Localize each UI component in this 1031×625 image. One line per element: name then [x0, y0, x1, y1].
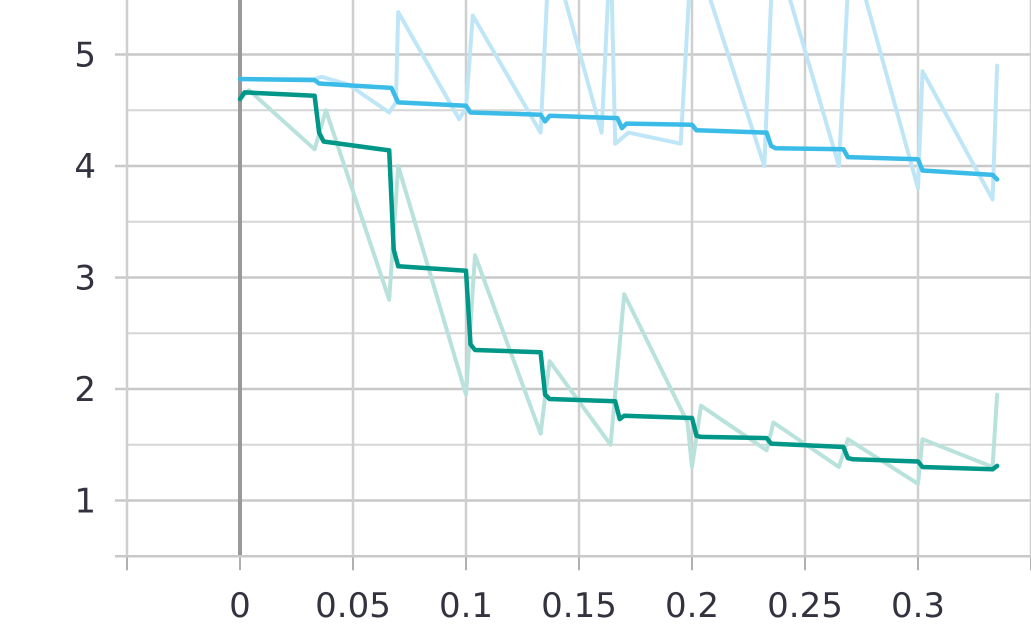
series-0-smoothed-line [237, 76, 1000, 182]
series-0-raw-line [238, 0, 1000, 202]
series-1-raw-line [238, 88, 1000, 486]
y-tick-label-0: 1 [74, 482, 96, 522]
y-tick-label-1: 2 [74, 370, 96, 410]
y-tick-label-3: 4 [74, 147, 96, 187]
raw-series-layer [238, 0, 1000, 486]
smoothed-series-layer [237, 76, 1000, 472]
series-1-smoothed-line [237, 90, 1000, 472]
x-tick-label-5: 0.25 [767, 586, 843, 625]
x-tick-label-0: 0 [229, 586, 251, 625]
tick-labels: 1 2 3 4 5 0 0.05 0.1 0.15 0.2 0.25 0.3 [74, 36, 945, 625]
x-tick-label-4: 0.2 [665, 586, 719, 625]
grid [115, 0, 1031, 571]
x-tick-label-6: 0.3 [891, 586, 945, 625]
y-tick-label-4: 5 [74, 36, 96, 76]
x-tick-label-1: 0.05 [315, 586, 391, 625]
x-tick-label-2: 0.1 [439, 586, 493, 625]
x-tick-label-3: 0.15 [541, 586, 617, 625]
y-tick-label-2: 3 [74, 259, 96, 299]
